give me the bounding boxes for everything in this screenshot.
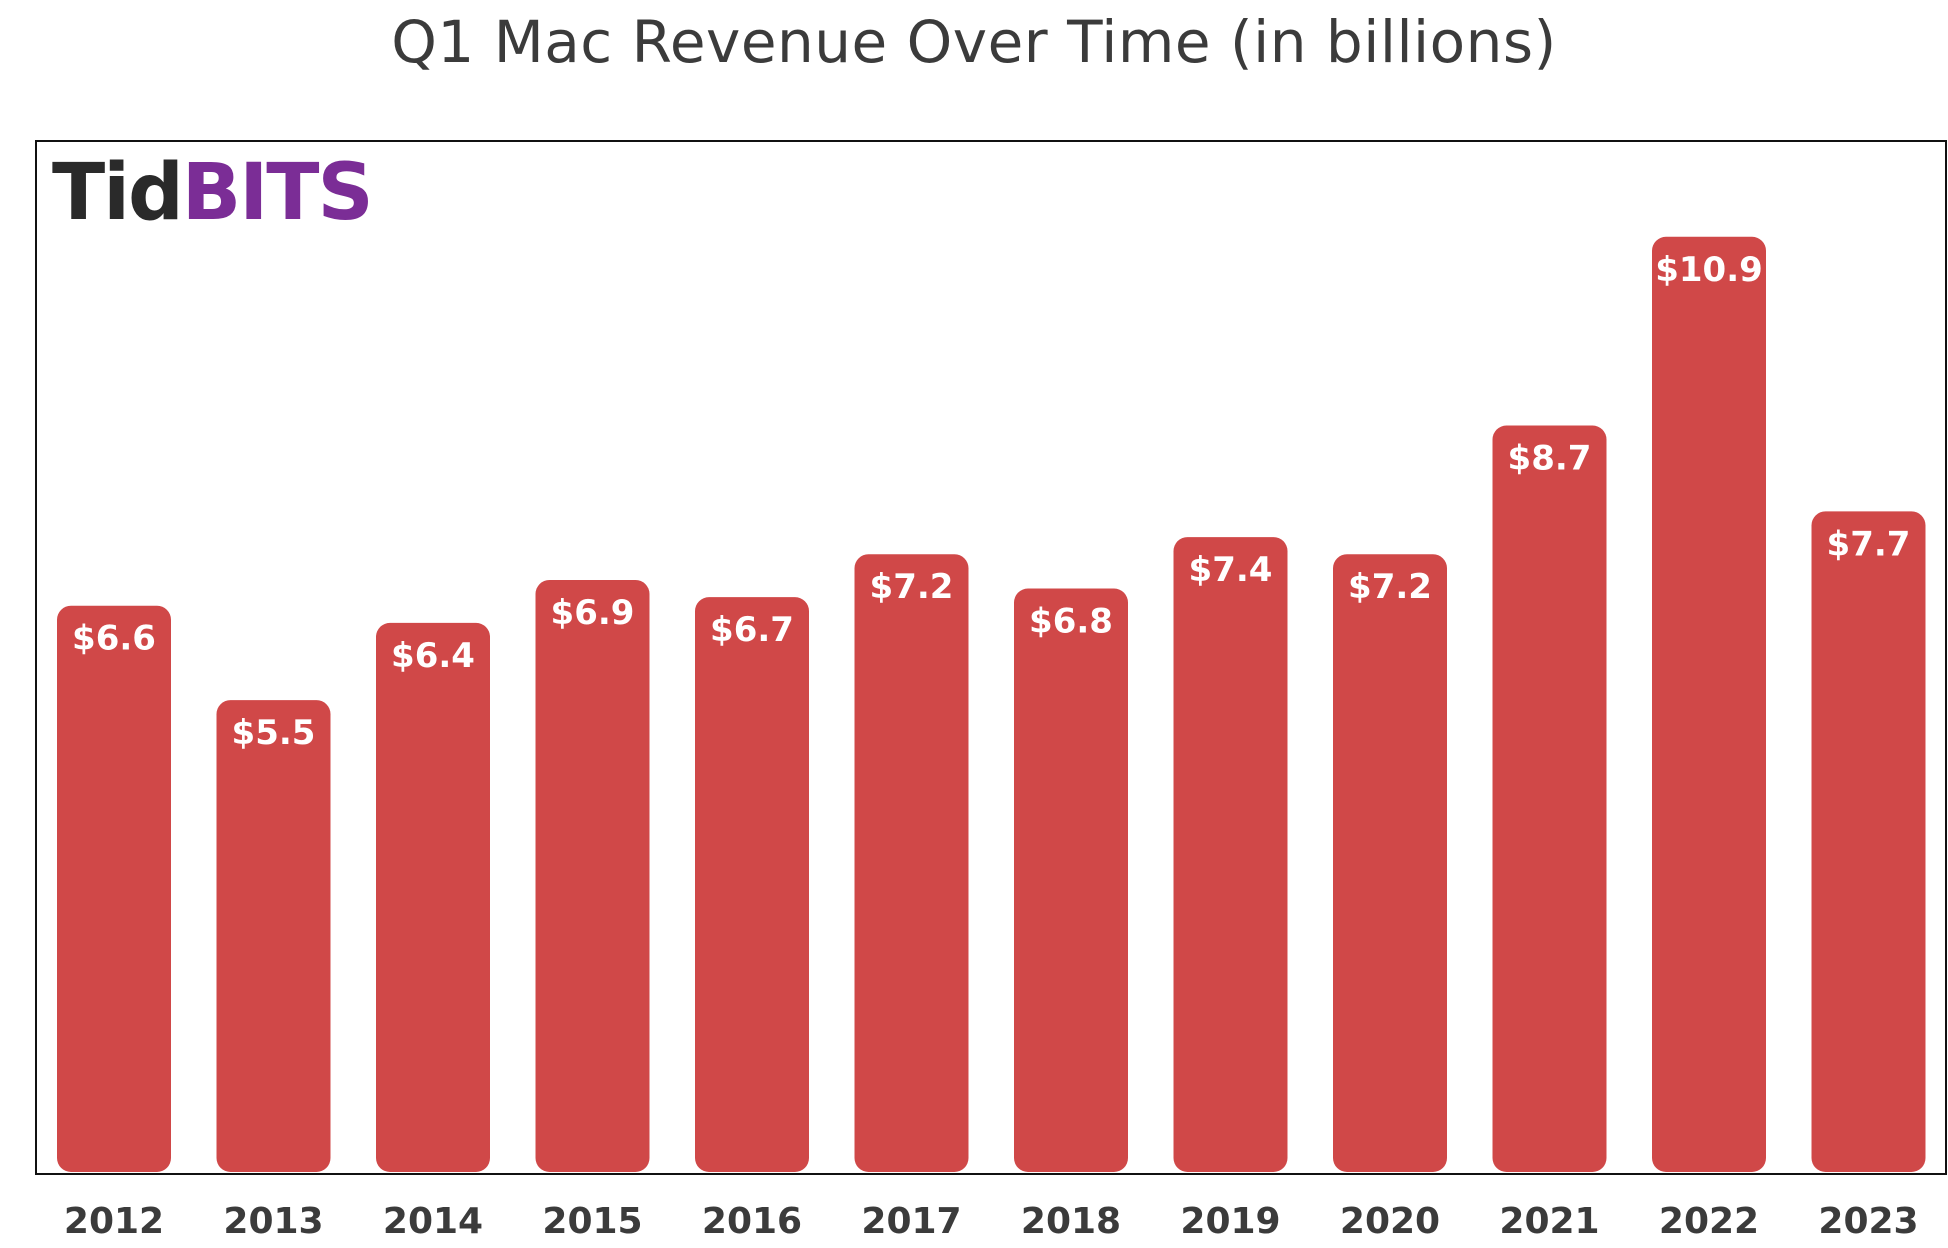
x-tick-label-2022: 2022 bbox=[1659, 1201, 1759, 1242]
bar-value-label-2015: $6.9 bbox=[551, 593, 635, 633]
x-tick-label-2017: 2017 bbox=[861, 1201, 961, 1242]
logo-text-bits: BITS bbox=[181, 148, 374, 238]
x-tick-label-2012: 2012 bbox=[64, 1201, 164, 1242]
x-tick-label-2014: 2014 bbox=[383, 1201, 483, 1242]
bar-2022 bbox=[1652, 236, 1766, 1172]
bar-value-label-2018: $6.8 bbox=[1029, 602, 1113, 642]
bar-2016 bbox=[695, 597, 809, 1172]
bar-value-label-2023: $7.7 bbox=[1827, 524, 1911, 564]
x-tick-label-2020: 2020 bbox=[1340, 1201, 1440, 1242]
logo-text-tid: Tid bbox=[52, 148, 184, 238]
plot-frame bbox=[35, 140, 1947, 1175]
bar-2015 bbox=[535, 579, 650, 1172]
x-tick-label-2016: 2016 bbox=[702, 1201, 802, 1242]
bar-value-label-2022: $10.9 bbox=[1655, 250, 1763, 290]
bar-2023 bbox=[1811, 511, 1926, 1173]
x-tick-label-2018: 2018 bbox=[1021, 1201, 1121, 1242]
bar-value-label-2014: $6.4 bbox=[391, 636, 475, 676]
bar-value-label-2019: $7.4 bbox=[1189, 550, 1273, 590]
bar-value-label-2016: $6.7 bbox=[710, 610, 794, 650]
x-tick-label-2023: 2023 bbox=[1818, 1201, 1918, 1242]
bar-value-label-2017: $7.2 bbox=[870, 567, 954, 607]
bar-2018 bbox=[1014, 588, 1128, 1172]
x-tick-label-2021: 2021 bbox=[1499, 1201, 1599, 1242]
x-tick-label-2013: 2013 bbox=[223, 1201, 323, 1242]
x-tick-label-2015: 2015 bbox=[542, 1201, 642, 1242]
bar-2017 bbox=[854, 554, 969, 1172]
bar-2021 bbox=[1492, 425, 1607, 1172]
bar-2013 bbox=[216, 700, 331, 1172]
bar-2012 bbox=[57, 605, 171, 1172]
bar-2014 bbox=[376, 622, 490, 1172]
x-tick-label-2019: 2019 bbox=[1180, 1201, 1280, 1242]
bar-value-label-2021: $8.7 bbox=[1508, 439, 1592, 479]
bar-value-label-2013: $5.5 bbox=[232, 713, 316, 753]
chart-title: Q1 Mac Revenue Over Time (in billions) bbox=[391, 8, 1557, 76]
tidbits-logo: TidBITS bbox=[52, 148, 374, 238]
bar-value-label-2012: $6.6 bbox=[72, 619, 156, 659]
bar-2019 bbox=[1173, 537, 1288, 1172]
bar-value-label-2020: $7.2 bbox=[1348, 567, 1432, 607]
bar-2020 bbox=[1333, 554, 1447, 1172]
